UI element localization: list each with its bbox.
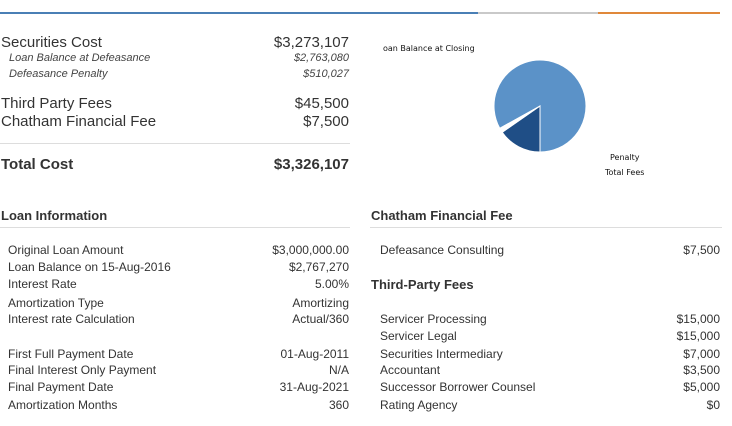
third-party-fees-label: Third Party Fees	[1, 95, 112, 112]
row-value: N/A	[328, 363, 349, 377]
row-label: Loan Balance on 15-Aug-2016	[8, 260, 171, 274]
row-value: 01-Aug-2011	[280, 347, 350, 361]
securities-cost-label: Securities Cost	[1, 34, 102, 51]
loan-info-title: Loan Information	[1, 208, 108, 223]
loan-balance-defeasance-value: $2,763,080	[293, 52, 349, 64]
row-value: Amortizing	[292, 296, 349, 310]
row-value: 360	[328, 398, 349, 412]
third-party-title: Third-Party Fees	[371, 277, 474, 292]
row-label: Interest rate Calculation	[8, 312, 135, 326]
row-label: Rating Agency	[380, 398, 458, 412]
row-label: Defeasance Consulting	[380, 243, 505, 257]
row-label: Final Interest Only Payment	[8, 363, 157, 377]
row-label: Interest Rate	[8, 277, 77, 291]
row-value: Actual/360	[292, 312, 349, 326]
third-party-fees-value: $45,500	[294, 95, 349, 112]
loan-info-divider	[0, 227, 350, 228]
row-value: $3,000,000.00	[272, 243, 349, 257]
row-label: Amortization Type	[8, 296, 104, 310]
row-value: $5,000	[683, 380, 720, 394]
chatham-fee-label: Chatham Financial Fee	[1, 113, 157, 130]
row-value: $7,500	[683, 243, 720, 257]
pie-label-penalty: Penalty	[610, 153, 640, 162]
row-value: $2,767,270	[288, 260, 349, 274]
chatham-fee-value: $7,500	[303, 113, 349, 130]
securities-cost-value: $3,273,107	[273, 34, 349, 51]
row-value: 5.00%	[314, 277, 349, 291]
row-label: Final Payment Date	[8, 380, 114, 394]
row-value: $3,500	[683, 363, 720, 377]
total-divider	[0, 143, 350, 144]
row-value: 31-Aug-2021	[279, 380, 349, 394]
defeasance-penalty-label: Defeasance Penalty	[9, 68, 108, 80]
top-bar-blue	[0, 12, 478, 14]
top-bar-gray	[478, 12, 598, 14]
pie-label-loan-balance: oan Balance at Closing	[383, 44, 475, 53]
total-cost-value: $3,326,107	[273, 156, 349, 173]
row-value: $7,000	[683, 347, 720, 361]
top-bar-orange	[598, 12, 720, 14]
defeasance-penalty-value: $510,027	[303, 68, 349, 80]
row-value: $0	[706, 398, 720, 412]
row-label: Accountant	[380, 363, 441, 377]
row-label: Original Loan Amount	[8, 243, 124, 257]
loan-balance-defeasance-label: Loan Balance at Defeasance	[9, 52, 151, 64]
total-cost-label: Total Cost	[1, 156, 74, 173]
row-label: Servicer Processing	[380, 312, 487, 326]
row-value: $15,000	[676, 312, 720, 326]
chatham-fee-title: Chatham Financial Fee	[371, 208, 513, 223]
row-label: Successor Borrower Counsel	[380, 380, 536, 394]
row-label: Securities Intermediary	[380, 347, 503, 361]
row-label: Servicer Legal	[380, 329, 457, 343]
chatham-fee-divider	[370, 227, 722, 228]
cost-pie-chart	[493, 59, 587, 153]
row-label: Amortization Months	[8, 398, 118, 412]
pie-slice	[499, 105, 541, 133]
row-value: $15,000	[676, 329, 720, 343]
pie-label-total-fees: Total Fees	[605, 168, 645, 177]
row-label: First Full Payment Date	[8, 347, 134, 361]
